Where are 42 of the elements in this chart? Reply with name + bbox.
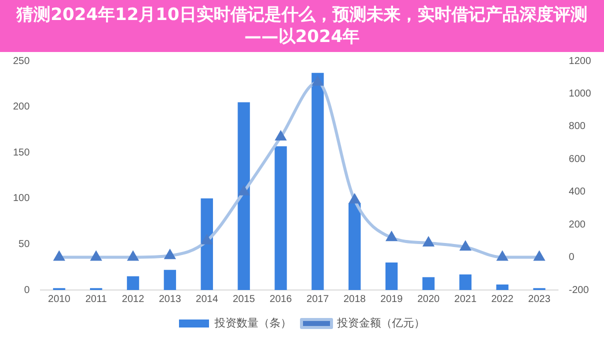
x-tick-label: 2012 bbox=[122, 294, 145, 305]
bar bbox=[496, 284, 508, 290]
y-tick-label: 150 bbox=[12, 147, 30, 158]
y-tick-label: 250 bbox=[12, 56, 30, 67]
x-tick-label: 2013 bbox=[158, 294, 182, 305]
y-tick-label: 100 bbox=[12, 193, 30, 204]
x-tick-label: 2022 bbox=[491, 294, 514, 305]
x-tick-label: 2017 bbox=[306, 294, 330, 305]
bar bbox=[238, 102, 250, 290]
x-tick-label: 2020 bbox=[417, 294, 440, 305]
bar bbox=[385, 262, 398, 290]
chart-title: 猜测2024年12月10日实时借记是什么，预测未来，实时借记产品深度评测——以2024年 bbox=[0, 0, 604, 52]
y2-tick-label: 600 bbox=[568, 154, 586, 165]
bar bbox=[126, 276, 140, 290]
y2-tick-label: 400 bbox=[568, 186, 586, 198]
x-tick-label: 2019 bbox=[380, 294, 404, 305]
y2-tick-label: 800 bbox=[568, 121, 586, 132]
bar bbox=[348, 202, 361, 290]
x-tick-label: 2014 bbox=[196, 294, 218, 305]
bar bbox=[312, 72, 324, 290]
y-tick-label: 0 bbox=[24, 284, 30, 296]
y2-tick-label: 1200 bbox=[568, 56, 592, 67]
y2-tick-label: -200 bbox=[568, 284, 590, 296]
x-tick-label: 2016 bbox=[270, 294, 292, 305]
x-tick-label: 2021 bbox=[454, 294, 477, 305]
bar bbox=[274, 146, 287, 290]
legend-label: 投资数量（条） bbox=[214, 316, 292, 330]
y2-tick-label: 200 bbox=[568, 219, 586, 230]
x-tick-label: 2010 bbox=[48, 294, 71, 305]
x-tick-label: 2018 bbox=[343, 294, 366, 305]
bar bbox=[164, 270, 176, 290]
x-tick-label: 2023 bbox=[528, 294, 551, 305]
legend-label: 投资金额（亿元） bbox=[336, 316, 425, 330]
bar bbox=[200, 198, 213, 290]
bar bbox=[459, 274, 472, 290]
bar bbox=[422, 277, 435, 290]
x-tick-label: 2015 bbox=[232, 294, 256, 305]
y-tick-label: 50 bbox=[18, 238, 30, 250]
y-tick-label: 200 bbox=[12, 102, 30, 113]
y2-tick-label: 1000 bbox=[568, 88, 592, 100]
x-tick-label: 2011 bbox=[85, 294, 108, 305]
y2-tick-label: 0 bbox=[568, 252, 575, 264]
